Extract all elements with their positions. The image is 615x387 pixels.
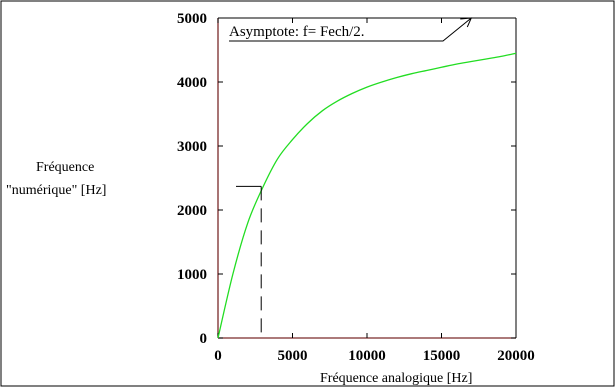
asymptote-annotation: Asymptote: f= Fech/2. <box>229 24 365 40</box>
series-curve <box>217 52 517 339</box>
x-axis-label: Fréquence analogique [Hz] <box>320 371 472 386</box>
y-tick-label: 4000 <box>177 75 207 91</box>
axis-tick-labels: 0 1000 2000 3000 4000 5000 0 5000 10000 15000 2000… <box>177 11 535 364</box>
plot-frame <box>217 17 517 339</box>
x-tick-label: 15000 <box>423 348 461 364</box>
y-tick-label: 3000 <box>177 139 207 155</box>
y-tick-label: 5000 <box>177 11 207 27</box>
y-axis-label-line-2: "numérique" [Hz] <box>6 183 106 198</box>
axis-ticks <box>217 17 517 339</box>
y-tick-label: 2000 <box>177 203 207 219</box>
y-tick-label: 1000 <box>177 267 207 283</box>
x-tick-label: 20000 <box>497 348 535 364</box>
y-axis-label-line-1: Fréquence <box>36 160 94 175</box>
y-tick-label: 0 <box>200 331 208 347</box>
x-tick-label: 5000 <box>278 348 308 364</box>
x-tick-label: 10000 <box>348 348 386 364</box>
asymptote-arrow <box>229 17 473 42</box>
x-tick-label: 0 <box>214 348 222 364</box>
